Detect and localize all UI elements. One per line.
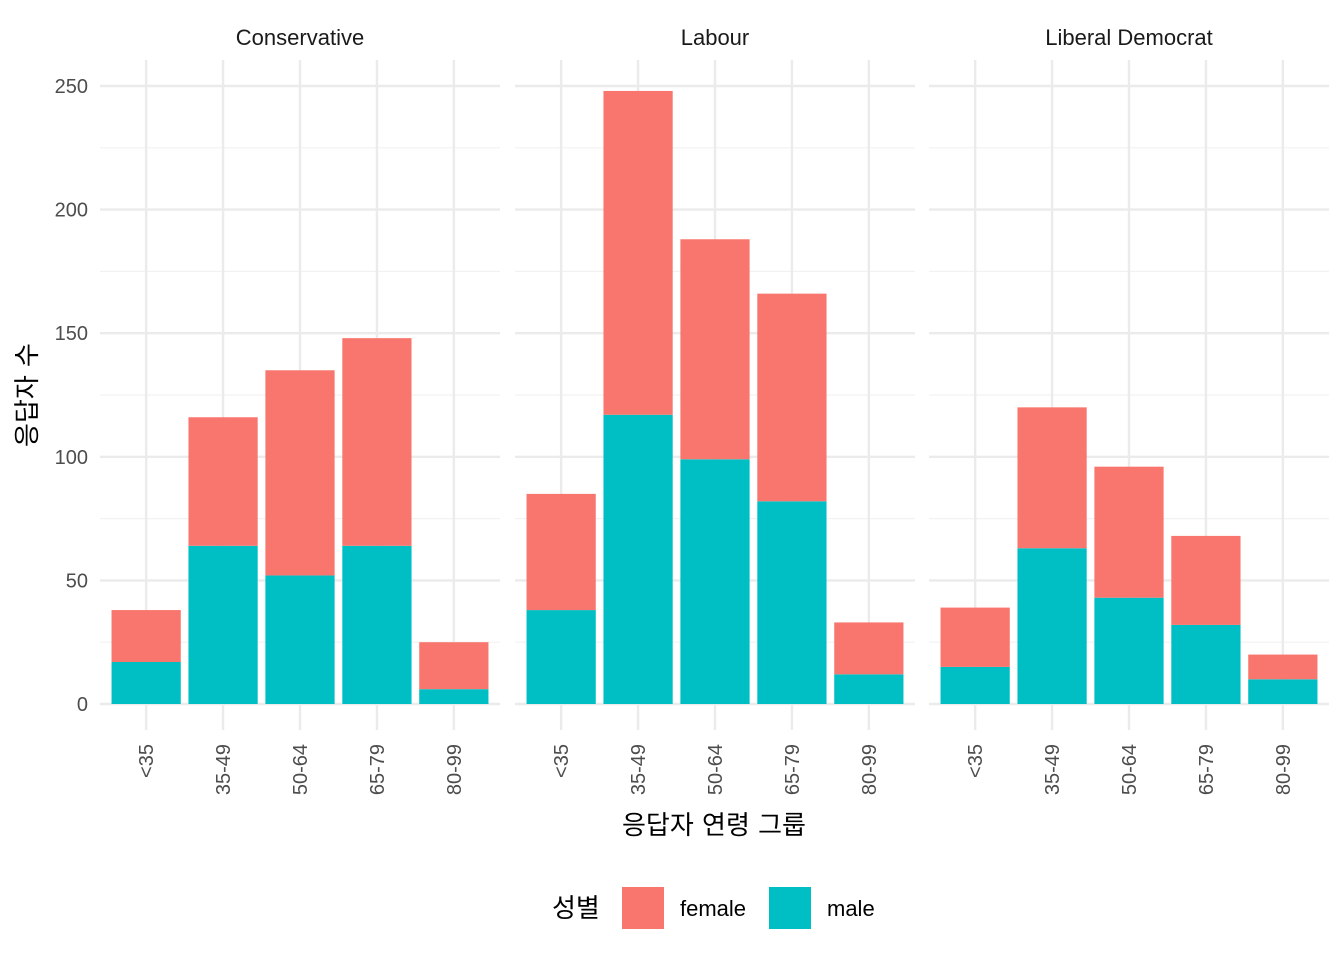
bar-female (111, 610, 181, 662)
legend: 성별 female male (552, 887, 875, 929)
bar-female (940, 607, 1010, 667)
x-axis-title: 응답자 연령 그룹 (622, 811, 806, 841)
bar-female (342, 338, 412, 546)
bar-male (111, 661, 181, 704)
bar-male (940, 666, 1010, 704)
facet-panel-liberal-democrat: Liberal Democrat <35 35-49 50-64 65-79 80-99 (929, 25, 1329, 795)
bar-female (1171, 535, 1241, 625)
legend-title: 성별 (552, 894, 600, 924)
facet-panel-labour: Labour <35 35-49 50-64 65-79 80-99 (515, 25, 915, 795)
x-tick-label: 80-99 (1273, 744, 1295, 795)
x-tick-label: 65-79 (1196, 744, 1218, 795)
x-tick-label: 35-49 (628, 744, 650, 795)
x-tick-label: 80-99 (859, 744, 881, 795)
bar-female (757, 293, 827, 502)
bar-female (603, 90, 673, 415)
facet-strip-label: Liberal Democrat (1045, 25, 1213, 50)
bar-male (419, 689, 489, 704)
bar-male (1248, 679, 1318, 704)
y-tick-label: 150 (55, 323, 88, 345)
bar-male (834, 674, 904, 704)
bar-male (1171, 624, 1241, 704)
x-tick-label: <35 (136, 744, 158, 778)
y-axis-title: 응답자 수 (13, 343, 43, 447)
y-tick-label: 250 (55, 76, 88, 98)
bar-female (188, 417, 258, 546)
x-tick-label: 80-99 (444, 744, 466, 795)
bar-male (526, 610, 596, 704)
bar-female (680, 239, 750, 460)
legend-key-female (622, 887, 664, 929)
bar-male (1094, 597, 1164, 704)
legend-label-female: female (680, 896, 746, 921)
x-tick-label: 50-64 (1119, 744, 1141, 795)
bar-female (1248, 654, 1318, 680)
bar-female (1017, 407, 1087, 549)
facet-strip-label: Labour (681, 25, 750, 50)
x-tick-label: 65-79 (367, 744, 389, 795)
bar-male (188, 545, 258, 704)
facet-strip-label: Conservative (236, 25, 364, 50)
x-tick-label: 65-79 (782, 744, 804, 795)
x-tick-label: 50-64 (705, 744, 727, 795)
facet-panel-conservative: Conservative <35 35-49 50-64 65-79 80-99 (100, 25, 500, 795)
y-tick-label: 0 (77, 694, 88, 716)
bar-male (342, 545, 412, 704)
bar-male (680, 459, 750, 704)
legend-key-male (769, 887, 811, 929)
bar-male (265, 575, 335, 704)
bar-female (526, 493, 596, 611)
bar-female (1094, 466, 1164, 598)
bar-female (834, 622, 904, 675)
bar-male (603, 414, 673, 704)
bar-female (265, 370, 335, 576)
x-tick-label: 35-49 (213, 744, 235, 795)
x-tick-label: 35-49 (1042, 744, 1064, 795)
x-tick-label: <35 (965, 744, 987, 778)
legend-label-male: male (827, 896, 875, 921)
x-tick-label: 50-64 (290, 744, 312, 795)
bar-male (1017, 548, 1087, 704)
y-tick-label: 100 (55, 447, 88, 469)
y-tick-label: 200 (55, 200, 88, 222)
x-tick-label: <35 (551, 744, 573, 778)
bar-female (419, 642, 489, 690)
bar-male (757, 501, 827, 704)
y-tick-label: 50 (66, 570, 88, 592)
